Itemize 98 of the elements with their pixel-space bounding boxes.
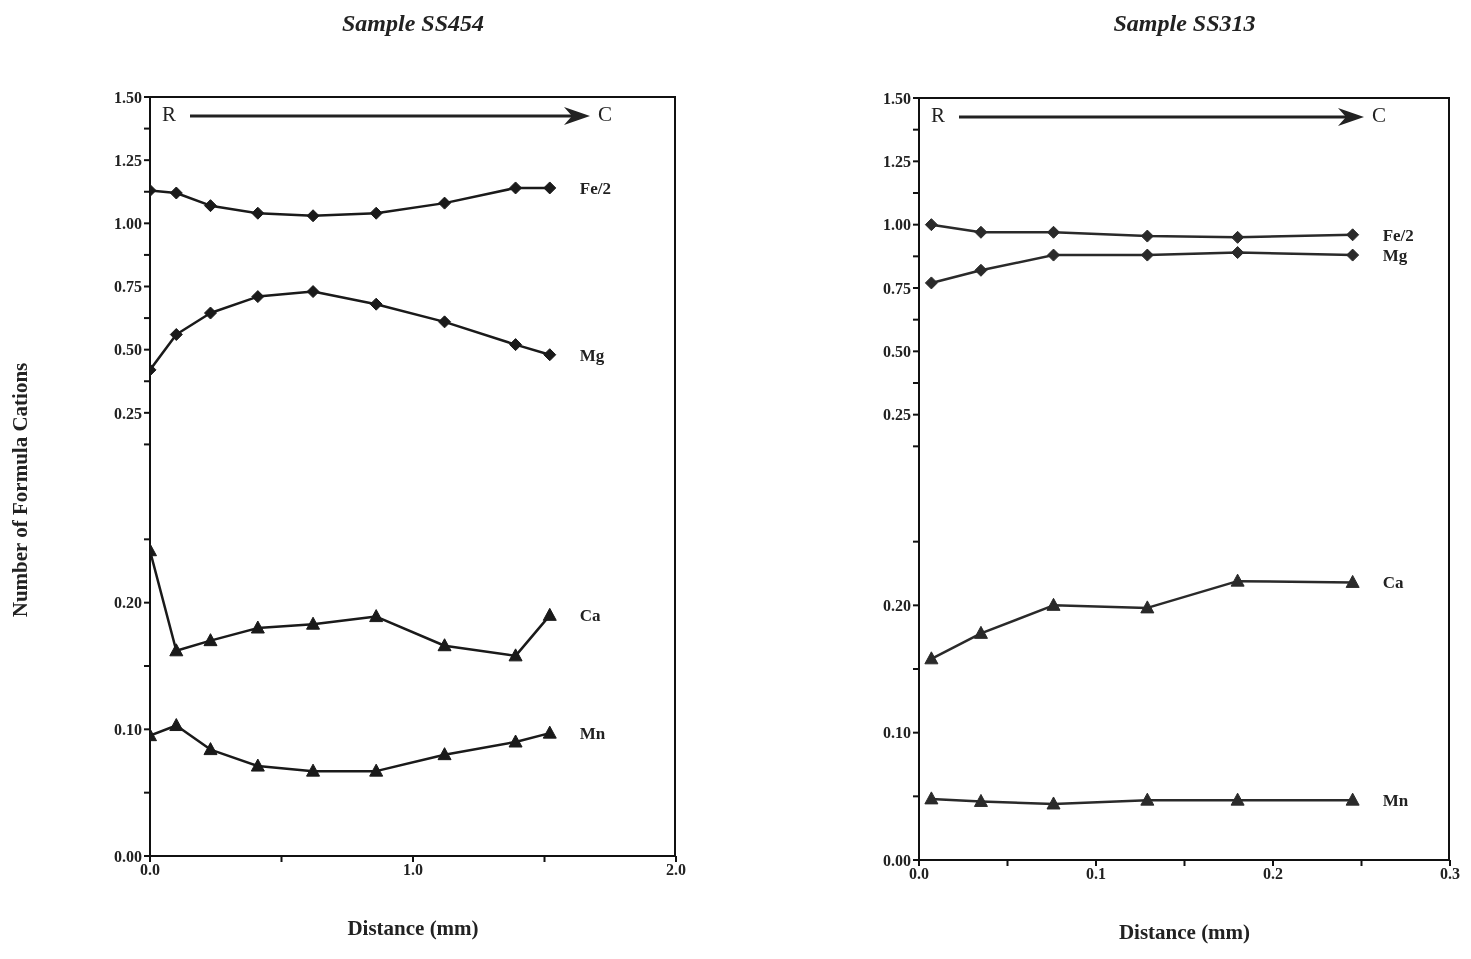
x-tick-label: 0.0 (909, 865, 929, 883)
point (509, 338, 523, 352)
point (1047, 225, 1061, 239)
y-tick-label: 0.25 (883, 406, 911, 424)
point (438, 196, 452, 210)
point (437, 638, 452, 652)
y-tick-label: 1.50 (114, 88, 142, 106)
point (1346, 248, 1360, 262)
point (1047, 248, 1061, 262)
x-tick-label: 2.0 (666, 861, 686, 879)
y-tick-label: 1.00 (114, 215, 142, 233)
point (1230, 792, 1245, 806)
series-label: Ca (1382, 573, 1404, 593)
point (203, 742, 218, 756)
annotation: R (162, 102, 177, 127)
point (1230, 573, 1245, 587)
point (508, 648, 523, 662)
y-tick-label: 1.50 (883, 89, 911, 107)
series-label: Mn (579, 724, 606, 744)
point (509, 181, 523, 195)
point (169, 718, 184, 732)
chart-title: Sample SS454 (341, 10, 485, 37)
point (250, 620, 265, 634)
y-tick-label: 1.00 (883, 216, 911, 234)
point (924, 276, 938, 290)
point (169, 643, 184, 657)
point (306, 763, 321, 777)
x-axis-title: Distance (mm) (1117, 920, 1252, 945)
point (508, 734, 523, 748)
point (369, 297, 383, 311)
point (369, 206, 383, 220)
point (438, 315, 452, 329)
series-label: Ca (579, 606, 602, 626)
point (924, 218, 938, 232)
y-tick-label: 1.25 (114, 151, 142, 169)
x-tick-label: 0.3 (1440, 865, 1460, 883)
y-tick-label: 0.10 (883, 724, 911, 742)
annotation: R (931, 103, 946, 128)
series-label: Mg (579, 345, 605, 365)
point (974, 263, 988, 277)
y-tick-label: 0.20 (114, 594, 142, 612)
series-label: Fe/2 (579, 178, 611, 198)
y-tick-label: 0.25 (114, 404, 142, 422)
y-tick-label: 0.50 (883, 343, 911, 361)
point (974, 225, 988, 239)
series-label: Mg (1382, 246, 1408, 266)
point (250, 758, 265, 772)
point (924, 791, 939, 805)
point (1140, 229, 1154, 243)
annotation: C (598, 102, 613, 127)
point (203, 199, 217, 213)
annotation: C (1372, 103, 1387, 128)
y-tick-label: 0.00 (114, 847, 142, 865)
point (1231, 246, 1245, 260)
point (306, 209, 320, 223)
point (1046, 597, 1061, 611)
point (203, 306, 217, 320)
y-axis-title: Number of Formula Cations (7, 362, 33, 618)
y-tick-label: 0.00 (883, 851, 911, 869)
point (306, 616, 321, 630)
point (1140, 792, 1155, 806)
point (369, 609, 384, 623)
y-tick-label: 0.50 (114, 341, 142, 359)
point (543, 181, 557, 195)
point (1345, 574, 1360, 588)
point (169, 328, 183, 342)
point (973, 793, 988, 807)
y-tick-label: 0.10 (114, 721, 142, 739)
point (437, 747, 452, 761)
point (1140, 600, 1155, 614)
point (251, 290, 265, 304)
x-axis-title: Distance (mm) (346, 916, 480, 941)
point (203, 633, 218, 647)
x-tick-label: 0.1 (1086, 865, 1106, 883)
x-tick-label: 1.0 (403, 861, 423, 879)
point (1231, 230, 1245, 244)
y-tick-label: 0.20 (883, 597, 911, 615)
point (369, 763, 384, 777)
x-tick-label: 0.0 (140, 861, 160, 879)
point (542, 607, 557, 621)
point (251, 206, 265, 220)
point (1346, 228, 1360, 242)
point (306, 285, 320, 299)
y-tick-label: 0.75 (883, 279, 911, 297)
series-label: Fe/2 (1382, 225, 1414, 245)
point (973, 625, 988, 639)
point (1345, 792, 1360, 806)
x-tick-label: 0.2 (1263, 865, 1283, 883)
point (924, 651, 939, 665)
point (543, 348, 557, 362)
point (1046, 796, 1061, 810)
y-tick-label: 1.25 (883, 153, 911, 171)
chart-title: Sample SS313 (1112, 10, 1257, 37)
point (169, 186, 183, 200)
point (542, 725, 557, 739)
point (1140, 248, 1154, 262)
y-tick-label: 0.75 (114, 278, 142, 296)
series-label: Mn (1382, 791, 1409, 811)
